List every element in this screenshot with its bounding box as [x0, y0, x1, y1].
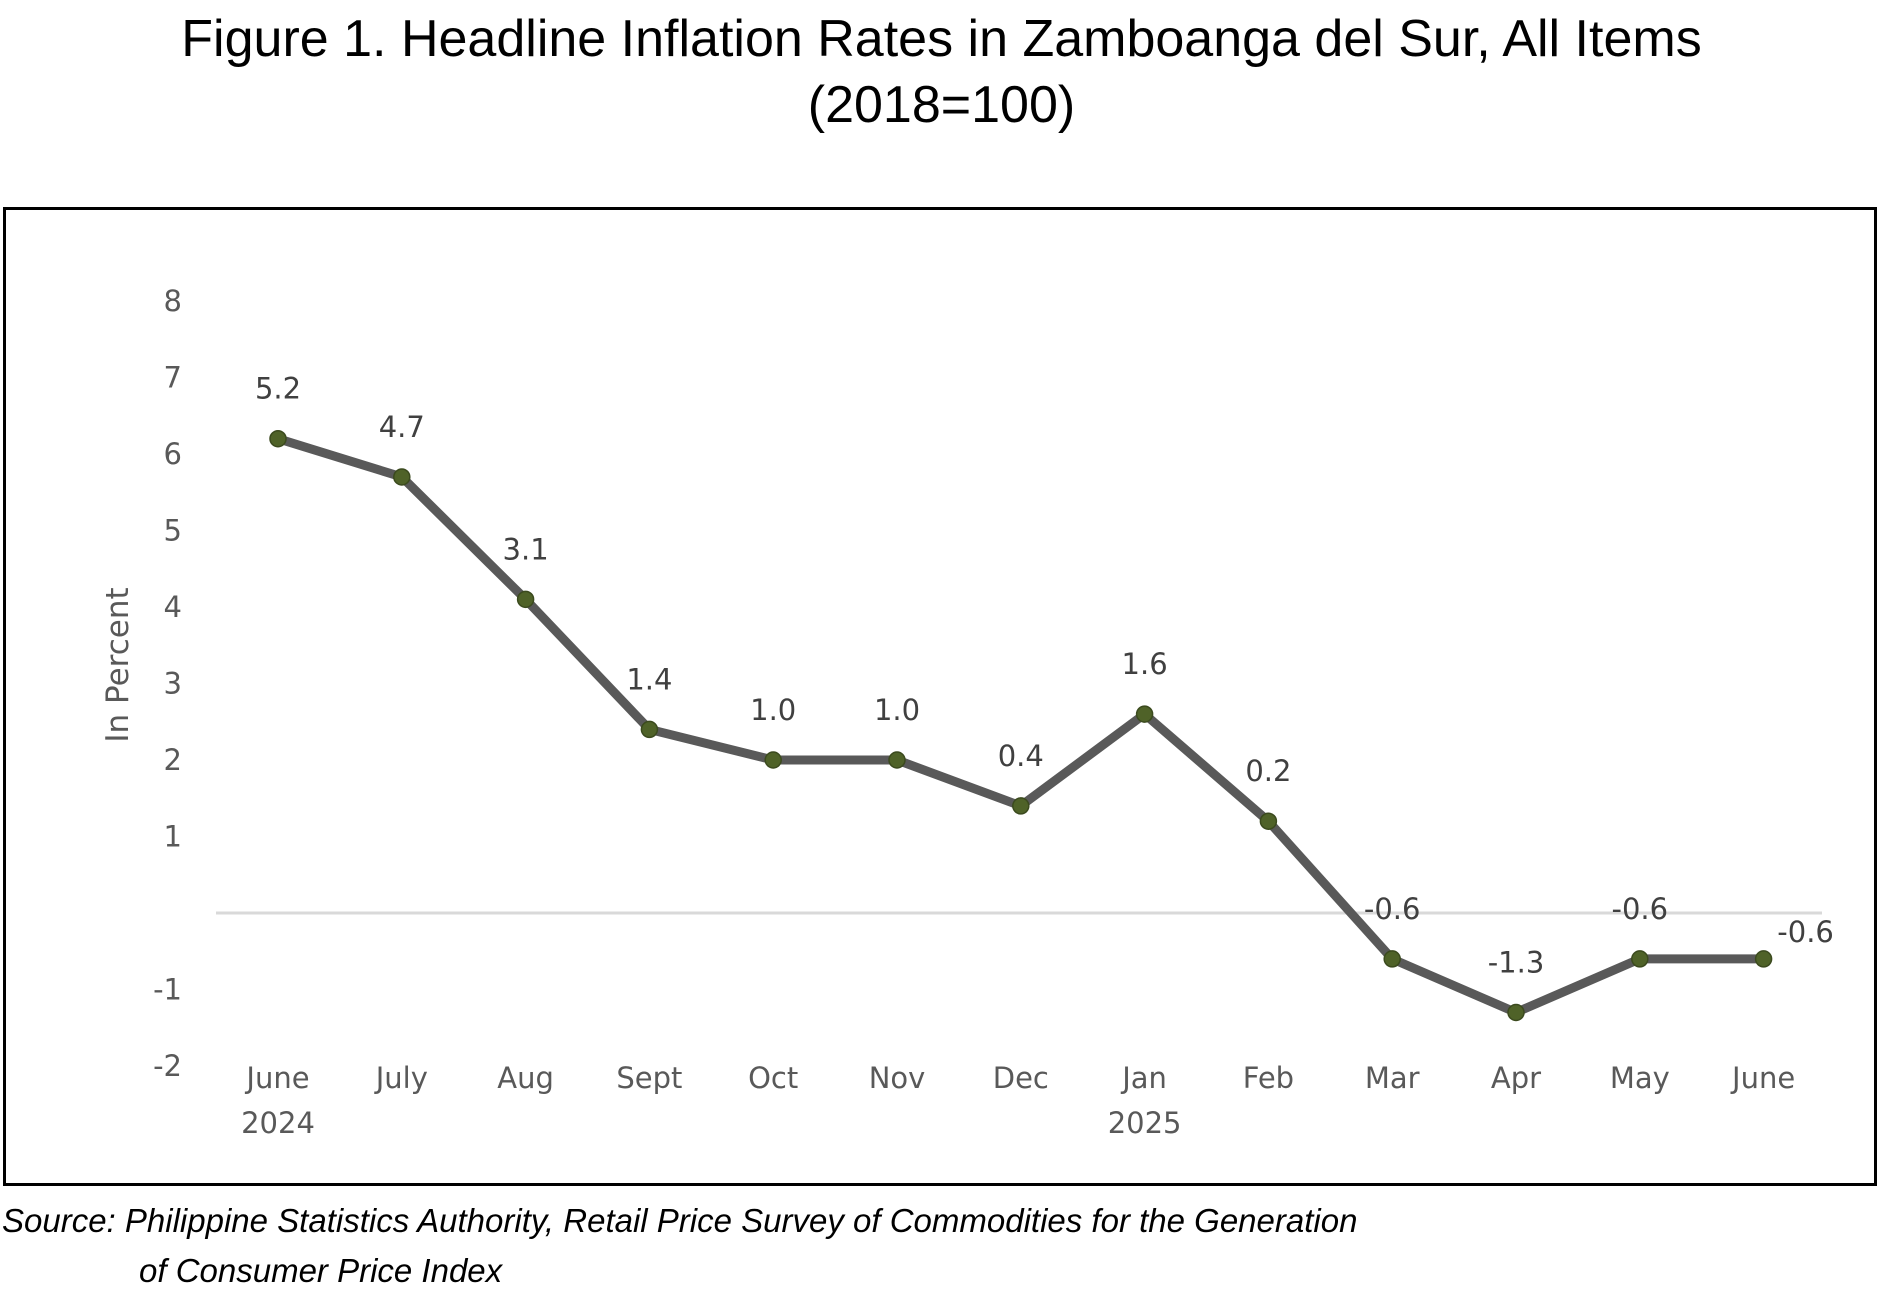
data-label: 0.2	[1245, 754, 1291, 788]
x-tick-label: Jan	[1120, 1061, 1167, 1095]
source-note: Source: Philippine Statistics Authority,…	[2, 1196, 1882, 1296]
data-label: 0.4	[998, 739, 1044, 773]
data-label: 1.4	[626, 662, 672, 696]
source-line-2: of Consumer Price Index	[139, 1252, 503, 1289]
chart-title: Figure 1. Headline Inflation Rates in Za…	[0, 6, 1883, 138]
x-tick-label: Aug	[497, 1061, 554, 1095]
y-tick-label: -1	[153, 973, 182, 1007]
y-tick-label: -2	[153, 1049, 182, 1083]
x-tick-label: 2024	[241, 1106, 315, 1140]
data-point	[1135, 705, 1154, 723]
x-tick-label: June	[244, 1061, 309, 1095]
y-tick-label: 8	[164, 284, 182, 318]
x-tick-label: Sept	[616, 1061, 682, 1095]
y-tick-label: 5	[164, 514, 182, 548]
data-point	[269, 429, 287, 448]
chart-title-line-1: Figure 1. Headline Inflation Rates in Za…	[181, 10, 1702, 68]
data-point	[1012, 797, 1030, 815]
data-label: 4.7	[379, 410, 425, 444]
y-axis-title: In Percent	[100, 587, 136, 742]
data-label: 1.0	[750, 693, 796, 727]
data-point	[1507, 1003, 1525, 1022]
data-point	[1383, 950, 1401, 968]
data-label: -1.3	[1488, 945, 1545, 979]
data-point	[1631, 950, 1649, 968]
source-line-1: Source: Philippine Statistics Authority,…	[2, 1202, 1358, 1239]
y-tick-label: 4	[164, 590, 182, 624]
data-point	[640, 720, 659, 739]
data-label: -0.6	[1364, 892, 1421, 926]
data-label: 3.1	[503, 532, 549, 566]
x-tick-label: Apr	[1491, 1061, 1541, 1095]
chart-title-line-2: (2018=100)	[807, 76, 1076, 134]
y-tick-label: 1	[164, 820, 182, 854]
x-tick-label: July	[374, 1061, 428, 1095]
x-tick-label: Feb	[1243, 1061, 1294, 1095]
data-point	[393, 468, 411, 486]
x-tick-label: 2025	[1108, 1106, 1182, 1140]
y-tick-label: 3	[164, 667, 182, 701]
y-tick-label: 6	[164, 437, 182, 471]
x-tick-label: June	[1730, 1061, 1795, 1095]
x-tick-label: May	[1610, 1061, 1670, 1095]
x-tick-label: Dec	[993, 1061, 1049, 1095]
data-point	[764, 751, 782, 769]
data-label: -0.6	[1777, 915, 1834, 949]
y-tick-label: 2	[164, 743, 182, 777]
chart-frame	[3, 207, 1877, 1186]
x-tick-label: Mar	[1365, 1061, 1420, 1095]
data-point	[1754, 950, 1773, 968]
x-tick-label: Oct	[748, 1061, 798, 1095]
data-label: -0.6	[1612, 892, 1669, 926]
series-line	[273, 434, 1769, 1017]
y-tick-label: 7	[164, 361, 182, 395]
data-label: 5.2	[255, 372, 301, 406]
x-tick-label: Nov	[869, 1061, 926, 1095]
data-point	[516, 590, 535, 609]
data-label: 1.6	[1122, 647, 1168, 681]
data-label: 1.0	[874, 693, 920, 727]
data-point	[1259, 812, 1278, 830]
data-point	[888, 751, 906, 769]
